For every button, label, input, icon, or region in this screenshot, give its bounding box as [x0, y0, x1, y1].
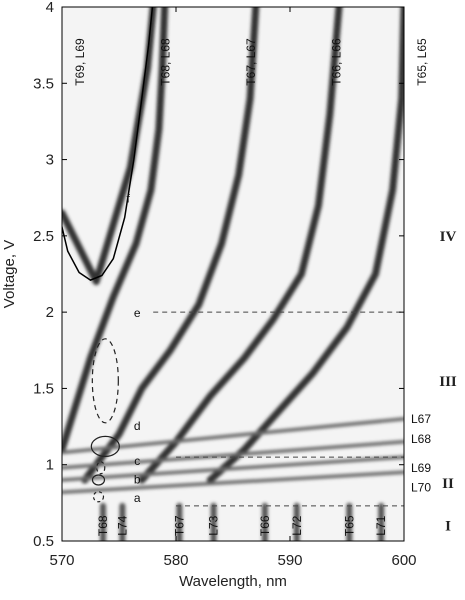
x-tick-label-0: 570: [49, 552, 74, 569]
marker-label-d: d: [134, 419, 141, 433]
ellipse-e: [91, 338, 119, 424]
x-tick-label-3: 600: [391, 552, 416, 569]
y-tick-label-0: 0.5: [33, 533, 54, 550]
bottom-branch-label-1: L74: [115, 515, 129, 535]
y-tick-label-5: 3: [46, 152, 54, 169]
bottom-branch-label-6: T65: [342, 515, 356, 536]
x-tick-label-1: 580: [163, 552, 188, 569]
bottom-branch-label-3: L73: [207, 515, 221, 535]
series-line-7: [62, 455, 404, 482]
top-branch-label-2: T67, L67: [244, 38, 258, 86]
series-line-0: [62, 7, 157, 286]
x-tick-label-2: 590: [277, 552, 302, 569]
right-branch-label-2: L69: [411, 461, 431, 475]
region-label-IV: IV: [440, 229, 457, 245]
top-branch-label-1: T68, L68: [159, 38, 173, 86]
top-branch-label-3: T66, L66: [330, 38, 344, 86]
ellipse-d: [90, 435, 120, 458]
marker-label-a: a: [134, 491, 141, 505]
right-branch-label-1: L68: [411, 432, 431, 446]
marker-label-b: b: [134, 472, 141, 486]
marker-label-f: f: [126, 192, 130, 206]
plot-frame: [61, 6, 405, 542]
marker-label-c: c: [134, 454, 140, 468]
y-tick-label-7: 4: [46, 0, 54, 16]
labels: T69, L69 T68, L68 T67, L67 T66, L66 T65, L65…: [73, 38, 457, 536]
bottom-branch-label-2: T67: [172, 515, 186, 536]
marker-label-e: e: [134, 306, 141, 320]
y-axis-label: Voltage, V: [1, 240, 18, 308]
series-line-8: [62, 470, 404, 494]
y-tick-label-3: 2: [46, 304, 54, 321]
region-label-II: II: [442, 476, 454, 492]
series-line-3: [138, 7, 343, 484]
axes: 570 580 590 600 0.5 1 1.5 2 2.5 3 3.5 4: [33, 0, 416, 569]
right-branch-label-0: L67: [411, 412, 431, 426]
plot-background: [62, 7, 404, 541]
y-tick-label-2: 1.5: [33, 380, 54, 397]
bottom-branch-label-5: L72: [290, 515, 304, 535]
series-line-4: [206, 7, 404, 484]
right-branch-label-3: L70: [411, 481, 431, 495]
bottom-branch-label-0: T68: [96, 515, 110, 536]
curve-f: [62, 7, 154, 281]
annotation-overlays: [62, 7, 404, 507]
series-line-2: [81, 7, 260, 484]
y-tick-label-6: 3.5: [33, 75, 54, 92]
region-label-III: III: [439, 374, 457, 390]
y-tick-label-1: 1: [46, 457, 54, 474]
ellipse-b: [91, 474, 106, 486]
ellipse-a: [92, 491, 105, 503]
x-axis-label: Wavelength, nm: [179, 573, 287, 590]
bottom-branch-label-7: L71: [374, 515, 388, 535]
top-branch-label-4: T65, L65: [415, 38, 429, 86]
y-tick-label-4: 2.5: [33, 228, 54, 245]
intensity-bands: [62, 7, 404, 541]
bottom-branch-label-4: T66: [258, 515, 272, 536]
region-label-I: I: [445, 519, 451, 535]
series-line-1: [62, 7, 169, 453]
series-line-6: [62, 440, 404, 470]
top-branch-label-0: T69, L69: [73, 38, 87, 86]
ellipse-c: [96, 461, 106, 475]
